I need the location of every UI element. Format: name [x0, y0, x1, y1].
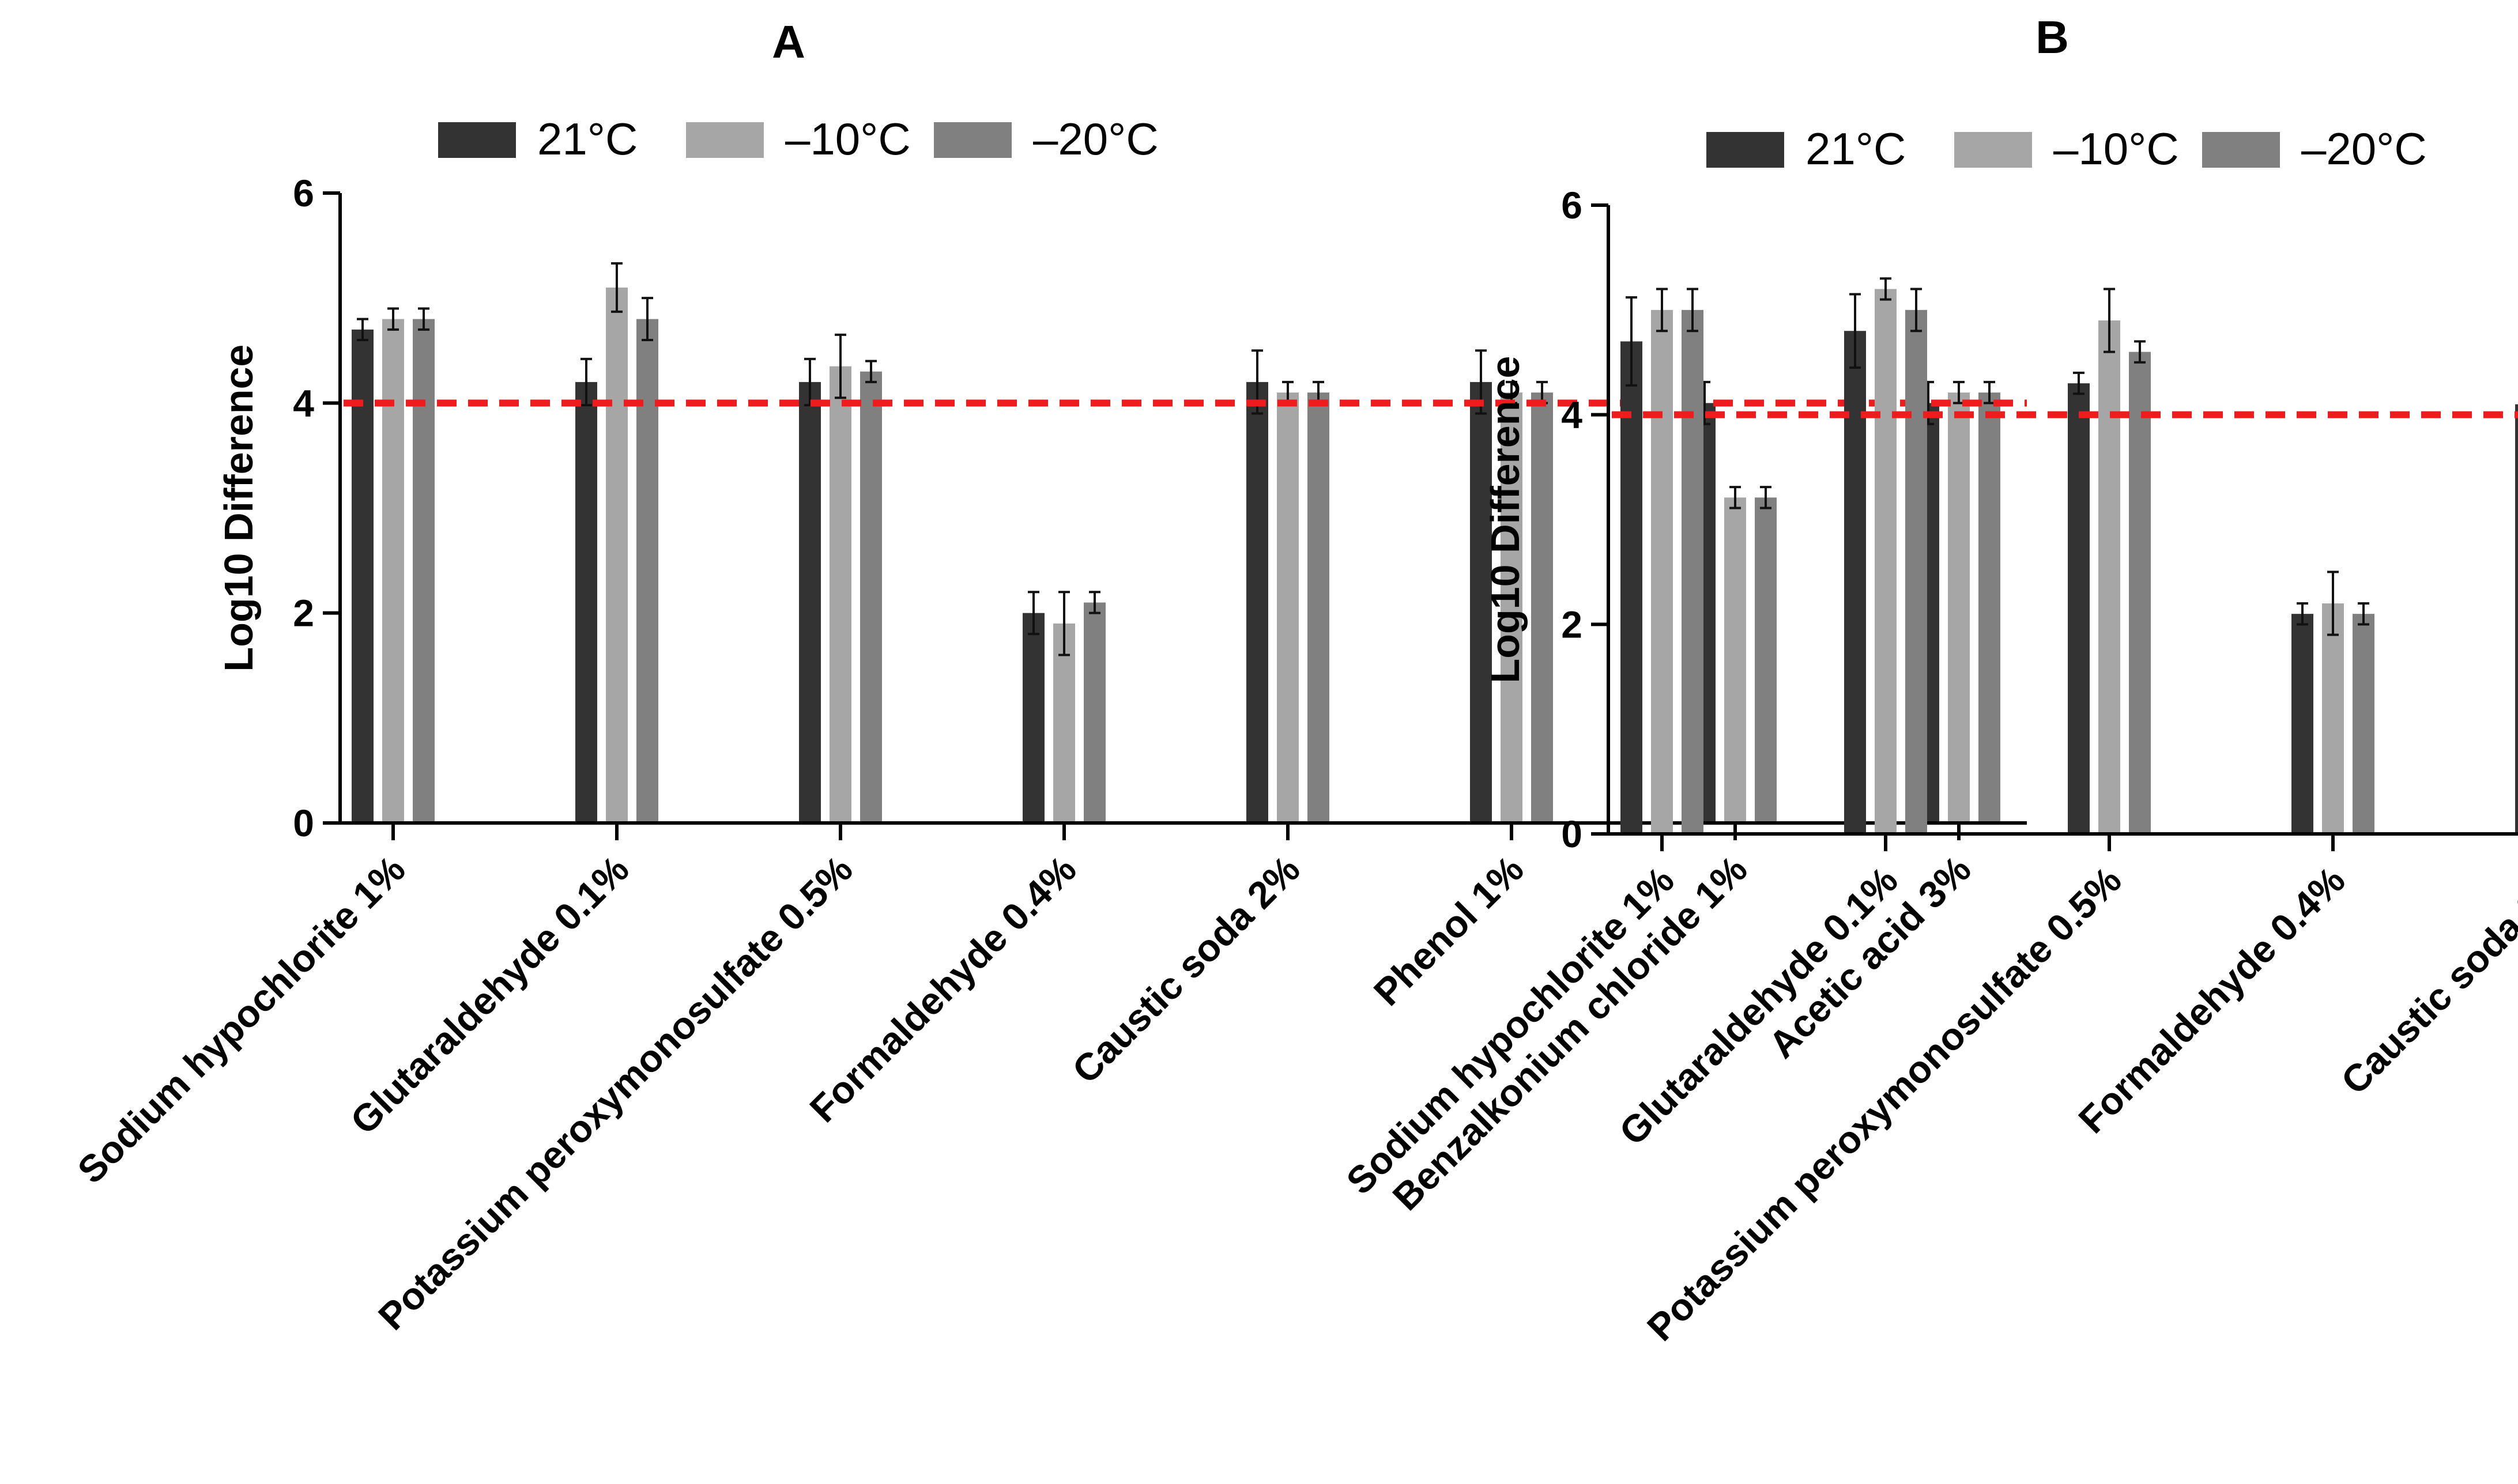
legend-label-0: 21°C [1805, 123, 1906, 174]
y-tick-label-1: 2 [1561, 603, 1582, 645]
bar-0-4 [1246, 382, 1268, 823]
x-tick-label-2: Potassium peroxymonosulfate 0.5% [370, 848, 861, 1338]
bar-2-5 [1531, 392, 1553, 823]
legend-label-1: –10°C [2053, 123, 2179, 174]
bar-2-4 [1307, 392, 1329, 823]
bar-1-0 [1651, 309, 1673, 834]
bar-1-3 [2322, 603, 2344, 834]
legend-label-0: 21°C [537, 114, 638, 164]
bar-1-7 [1948, 392, 1970, 823]
y-tick-label-0: 0 [293, 802, 314, 844]
bar-1-6 [1724, 497, 1746, 823]
bar-0-0 [1620, 341, 1642, 834]
bar-0-2 [2068, 383, 2090, 834]
bar-2-3 [1084, 602, 1106, 823]
y-axis-title: Log10 Difference [216, 345, 261, 672]
y-tick-label-2: 4 [293, 382, 314, 424]
bar-2-2 [860, 371, 882, 823]
y-tick-label-3: 6 [293, 172, 314, 214]
y-tick-label-3: 6 [1561, 184, 1582, 226]
bar-0-5 [1470, 382, 1492, 823]
bar-1-3 [1053, 623, 1075, 823]
bar-1-4 [1277, 392, 1299, 823]
bar-2-3 [2353, 614, 2374, 834]
bar-2-0 [1682, 309, 1703, 834]
bar-0-3 [2291, 614, 2313, 834]
x-tick-label-5: Phenol 1% [1366, 848, 1532, 1014]
bar-2-6 [1755, 497, 1777, 823]
legend-swatch-0 [438, 122, 516, 158]
legend-label-1: –10°C [785, 114, 911, 164]
bar-0-1 [575, 382, 597, 823]
chart-panel-a: A 21°C –10°C –20°C 0 2 4 6 Log10 Difference Sodiu… [69, 16, 2027, 1338]
y-tick-label-2: 4 [1561, 394, 1582, 436]
bar-2-2 [2129, 352, 2151, 834]
y-axis-title: Log10 Difference [1483, 356, 1528, 684]
bar-0-1 [1844, 331, 1866, 834]
x-tick-label-4: Caustic soda 2% [1064, 848, 1308, 1092]
x-tick-label-0: Sodium hypochlorite 1% [69, 848, 413, 1192]
legend-label-2: –20°C [1033, 114, 1159, 164]
bar-1-2 [830, 366, 851, 823]
panel-title: A [772, 16, 805, 67]
legend-swatch-1 [1954, 132, 2032, 168]
bar-0-2 [799, 382, 821, 823]
legend-swatch-2 [2202, 132, 2280, 168]
x-tick-label-0: Sodium hypochlorite 1% [1338, 859, 1682, 1203]
legend-swatch-2 [934, 122, 1012, 158]
bar-0-3 [1023, 613, 1045, 823]
bar-1-0 [382, 319, 404, 823]
bar-2-1 [1905, 309, 1927, 834]
bar-1-5 [1501, 392, 1522, 823]
y-tick-label-1: 2 [293, 592, 314, 635]
x-tick-label-4: Caustic soda 2% [2333, 859, 2518, 1102]
legend-label-2: –20°C [2301, 123, 2427, 174]
y-tick-label-0: 0 [1561, 813, 1582, 855]
bar-2-0 [413, 319, 435, 823]
panel-title: B [2035, 12, 2069, 63]
legend-swatch-1 [686, 122, 764, 158]
bar-2-1 [636, 319, 658, 823]
bar-1-1 [1875, 289, 1897, 834]
x-tick-label-6: Benzalkonium chloride 1% [1384, 848, 1755, 1219]
bar-2-7 [1978, 392, 2000, 823]
legend-swatch-0 [1706, 132, 1784, 168]
bar-1-2 [2098, 320, 2120, 834]
bar-0-0 [352, 329, 374, 823]
bar-1-1 [606, 287, 628, 823]
bar-0-4 [2515, 404, 2518, 834]
